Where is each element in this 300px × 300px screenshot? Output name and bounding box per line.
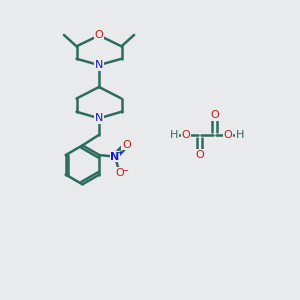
Text: N: N [110,152,120,162]
Text: +: + [116,148,122,157]
Text: O: O [195,149,204,160]
Text: −: − [121,166,128,175]
Text: O: O [224,130,232,140]
Text: H: H [236,130,244,140]
Text: O: O [210,110,219,121]
Text: O: O [182,130,190,140]
Text: O: O [122,140,131,150]
Text: N: N [95,113,103,123]
Text: O: O [115,168,124,178]
Text: N: N [95,60,103,70]
Text: H: H [170,130,178,140]
Text: O: O [94,30,103,40]
